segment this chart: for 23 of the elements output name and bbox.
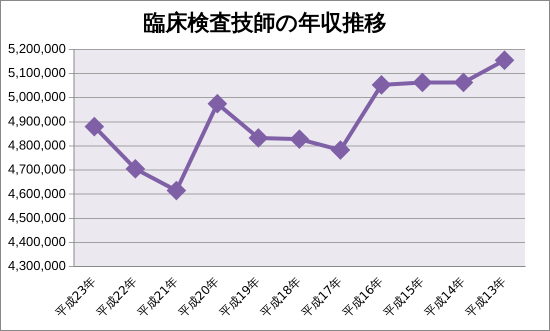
point <box>413 73 432 92</box>
y-tick-label: 5,100,000 <box>8 65 66 80</box>
point <box>126 160 144 178</box>
point <box>167 182 186 200</box>
y-tick-label: 4,700,000 <box>8 162 66 177</box>
y-tick-label: 4,800,000 <box>8 137 66 152</box>
x-tick-label: 平成13年 <box>462 274 509 320</box>
point <box>495 51 514 70</box>
y-tick-label: 4,900,000 <box>8 113 66 128</box>
y-tick-label: 4,600,000 <box>8 186 66 201</box>
y-tick-label: 4,500,000 <box>8 210 66 225</box>
point <box>85 118 104 136</box>
point <box>372 76 390 94</box>
point <box>290 130 308 148</box>
y-tick-label: 5,000,000 <box>8 89 66 104</box>
y-tick-label: 4,400,000 <box>8 234 66 250</box>
point <box>331 141 350 160</box>
chart-title: 臨床検査技師の年収推移 <box>144 10 386 36</box>
point <box>249 128 268 147</box>
point <box>454 73 472 92</box>
y-tick-label: 4,300,000 <box>8 258 66 274</box>
y-tick-label: 5,200,000 <box>8 40 66 56</box>
point <box>208 94 226 113</box>
